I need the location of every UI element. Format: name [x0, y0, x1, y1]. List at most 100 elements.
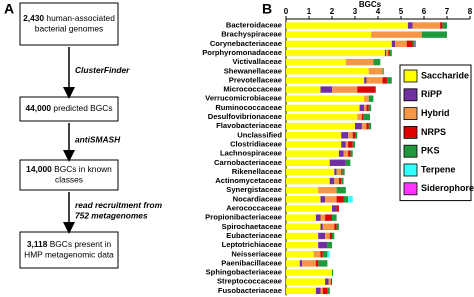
- bar-segment: [286, 205, 332, 212]
- category-label: Verrucomicrobiaceae: [205, 94, 282, 103]
- category-label: Leptotrichiaceae: [222, 240, 282, 249]
- category-label: Paenibacillaceae: [221, 258, 282, 267]
- bar-segment: [332, 214, 337, 221]
- box-line: human-associated: [46, 13, 115, 23]
- bar-segment: [329, 232, 332, 240]
- box-line: predicted BGCs: [53, 103, 112, 113]
- bar-segment: [286, 168, 335, 176]
- panel-label: B: [262, 1, 272, 17]
- x-tick-label: 7: [445, 7, 450, 16]
- x-tick-label: 2: [330, 7, 335, 16]
- bar-segment: [368, 122, 372, 130]
- bar-segment: [361, 113, 364, 121]
- bar-segment: [336, 168, 342, 176]
- bar-segment: [320, 287, 323, 295]
- bar-segment: [286, 196, 321, 203]
- bar-segment: [286, 22, 408, 29]
- category-label: Clostridiaceae: [230, 139, 282, 148]
- bar-segment: [389, 49, 392, 57]
- x-axis-title: BGCs: [359, 0, 382, 9]
- category-label: Brachyspiraceae: [221, 30, 282, 39]
- bar-segment: [412, 22, 441, 29]
- bar-segment: [318, 260, 328, 267]
- legend-label: NRPS: [421, 127, 446, 137]
- category-label: Lachnospiraceae: [220, 149, 282, 158]
- category-label: Shewanellaceae: [224, 66, 282, 75]
- bar-segment: [332, 269, 334, 276]
- bar-segment: [361, 122, 367, 130]
- category-label: Carnobacteriaceae: [214, 158, 282, 167]
- flow-box-text: 2,430 human-associated: [23, 13, 115, 23]
- bar-segment: [348, 196, 353, 203]
- bar-segment: [286, 86, 321, 93]
- bar-segment: [286, 241, 319, 249]
- legend-label: Terpene: [421, 164, 455, 174]
- bar-segment: [320, 223, 323, 230]
- bar-segment: [286, 49, 385, 57]
- bar-segment: [341, 168, 343, 176]
- bar-segment: [286, 122, 355, 130]
- bar-segment: [332, 232, 335, 240]
- bar-segment: [421, 31, 447, 38]
- bar-segment: [286, 269, 332, 276]
- bar-segment: [286, 187, 319, 194]
- category-label: Flavobacteriaceae: [216, 121, 282, 130]
- bar-segment: [325, 232, 330, 240]
- category-label: Desulfovibrionaceae: [208, 112, 282, 121]
- bar-segment: [357, 113, 362, 121]
- bar-segment: [325, 278, 329, 285]
- bar-segment: [286, 214, 316, 221]
- legend-swatch: [403, 69, 418, 83]
- bar-segment: [352, 141, 355, 148]
- bar-segment: [320, 196, 326, 203]
- count: 2,430: [23, 13, 44, 23]
- bar-segment: [320, 86, 332, 93]
- bar-segment: [329, 177, 335, 185]
- bar-segment: [366, 77, 383, 84]
- bar-segment: [345, 141, 349, 148]
- bar-segment: [286, 95, 365, 102]
- bar-segment: [330, 278, 332, 285]
- bar-segment: [442, 22, 447, 29]
- bar-segment: [386, 49, 389, 57]
- bar-segment: [407, 22, 413, 29]
- bar-segment: [406, 40, 413, 47]
- bar-segment: [315, 287, 321, 295]
- bar-segment: [286, 223, 321, 230]
- bar-segment: [336, 205, 339, 212]
- category-label: Actinomycetaceae: [215, 176, 282, 185]
- bar-segment: [286, 58, 346, 66]
- x-tick-label: 8: [468, 7, 473, 16]
- bar-segment: [286, 31, 372, 38]
- flow-box-text: 44,000 predicted BGCs: [25, 103, 112, 113]
- bar-segment: [345, 159, 351, 166]
- bar-segment: [320, 251, 323, 258]
- legend-swatch: [403, 126, 418, 139]
- bar-segment: [364, 104, 367, 112]
- bar-segment: [322, 223, 335, 230]
- arrow-label: read recruitment from: [75, 200, 163, 210]
- legend-label: Siderophore: [421, 183, 474, 193]
- category-label: Eubacteriaceae: [226, 231, 282, 240]
- bar-segment: [352, 132, 355, 139]
- bar-segment: [334, 177, 339, 185]
- bar-segment: [322, 251, 328, 258]
- bar-segment: [366, 104, 369, 112]
- legend-swatch: [403, 107, 418, 120]
- bar-segment: [286, 177, 330, 185]
- category-label: Prevotellaceae: [229, 75, 282, 84]
- arrow-label: antiSMASH: [75, 135, 121, 145]
- bar-segment: [318, 232, 326, 240]
- x-tick-label: 0: [284, 7, 289, 16]
- bar-segment: [327, 251, 330, 258]
- bar-segment: [286, 68, 369, 75]
- bar-segment: [368, 95, 374, 102]
- bar-segment: [315, 260, 319, 267]
- category-label: Streptococcaceae: [217, 277, 282, 286]
- bar-segment: [325, 214, 332, 221]
- bar-segment: [414, 40, 416, 47]
- bar-segment: [302, 260, 316, 267]
- bar-segment: [388, 49, 390, 57]
- bar-segment: [341, 141, 346, 148]
